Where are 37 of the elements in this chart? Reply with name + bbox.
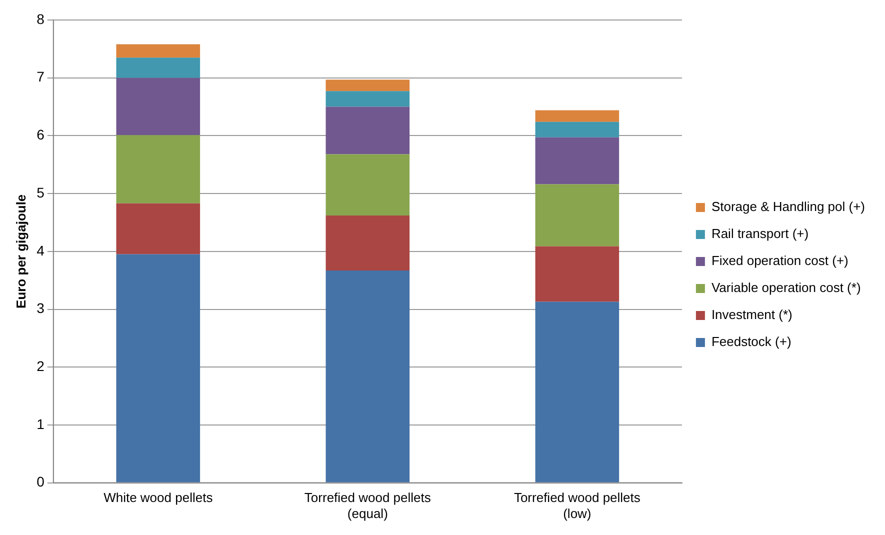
legend-label: Rail transport (+) <box>711 226 809 242</box>
bar <box>535 110 620 122</box>
y-tick-label: 7 <box>36 68 45 85</box>
bar <box>535 122 620 138</box>
legend-label: Investment (*) <box>711 307 792 322</box>
y-tick-label: 2 <box>36 358 45 374</box>
bar <box>116 203 200 254</box>
x-tick-label: Torrefied wood pellets (low) <box>514 490 641 521</box>
bar <box>535 246 620 302</box>
bar <box>326 270 410 482</box>
bar <box>116 58 200 78</box>
bar <box>326 106 410 154</box>
bar <box>535 302 620 482</box>
bar <box>326 216 410 270</box>
legend-label: Fixed operation cost (+) <box>711 253 848 268</box>
y-tick-label: 5 <box>36 184 45 200</box>
y-axis-title: Euro per gigajoule <box>13 194 28 308</box>
bar <box>116 44 200 58</box>
legend-label: Variable operation cost (*) <box>711 280 861 296</box>
legend-label: Storage & Handling pol (+) <box>711 199 865 214</box>
y-tick-label: 1 <box>36 416 45 432</box>
bar <box>535 137 620 184</box>
y-tick-label: 6 <box>36 126 45 143</box>
x-tick-label: White wood pellets <box>104 490 214 506</box>
y-tick-label: 0 <box>36 474 45 490</box>
y-tick-label: 8 <box>36 10 45 27</box>
bar <box>326 154 410 216</box>
bar <box>116 254 200 482</box>
bar <box>116 135 200 204</box>
bar <box>326 91 410 107</box>
y-tick-label: 4 <box>36 242 45 258</box>
legend-label: Feedstock (+) <box>711 334 792 350</box>
bar <box>535 184 620 246</box>
bar <box>326 80 410 92</box>
bar <box>116 78 200 136</box>
x-tick-label: Torrefied wood pellets (equal) <box>304 490 432 521</box>
y-tick-label: 3 <box>36 300 45 316</box>
